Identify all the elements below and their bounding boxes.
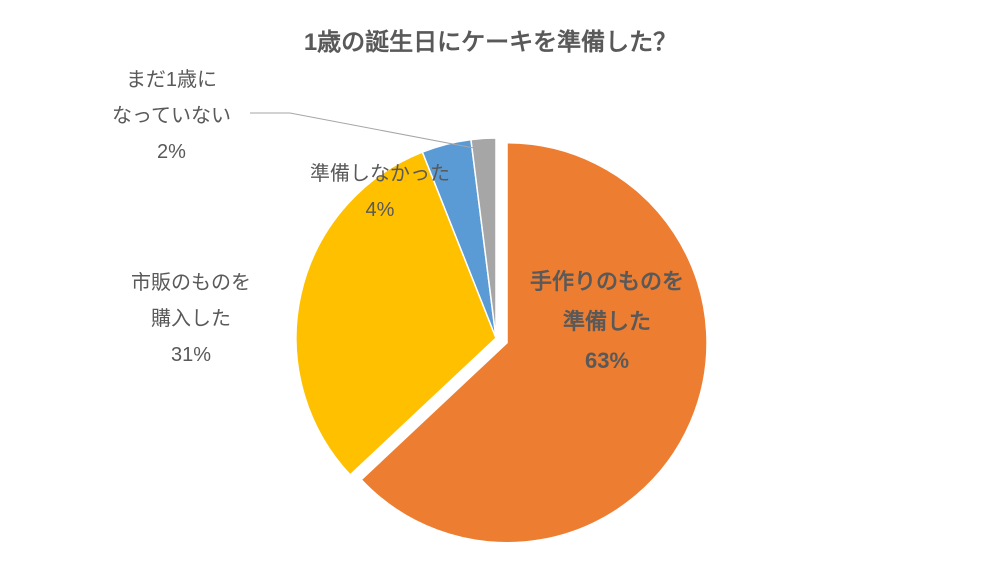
slice-label: 手作りのものを 準備した 63% <box>530 262 684 381</box>
slice-label: まだ1歳に なっていない 2% <box>112 62 231 170</box>
slice-label: 市販のものを 購入した 31% <box>131 265 251 373</box>
slice-label: 準備しなかった 4% <box>310 156 450 228</box>
pie-chart-container: 1歳の誕生日にケーキを準備した？ 手作りのものを 準備した 63%市販のものを … <box>0 0 981 577</box>
